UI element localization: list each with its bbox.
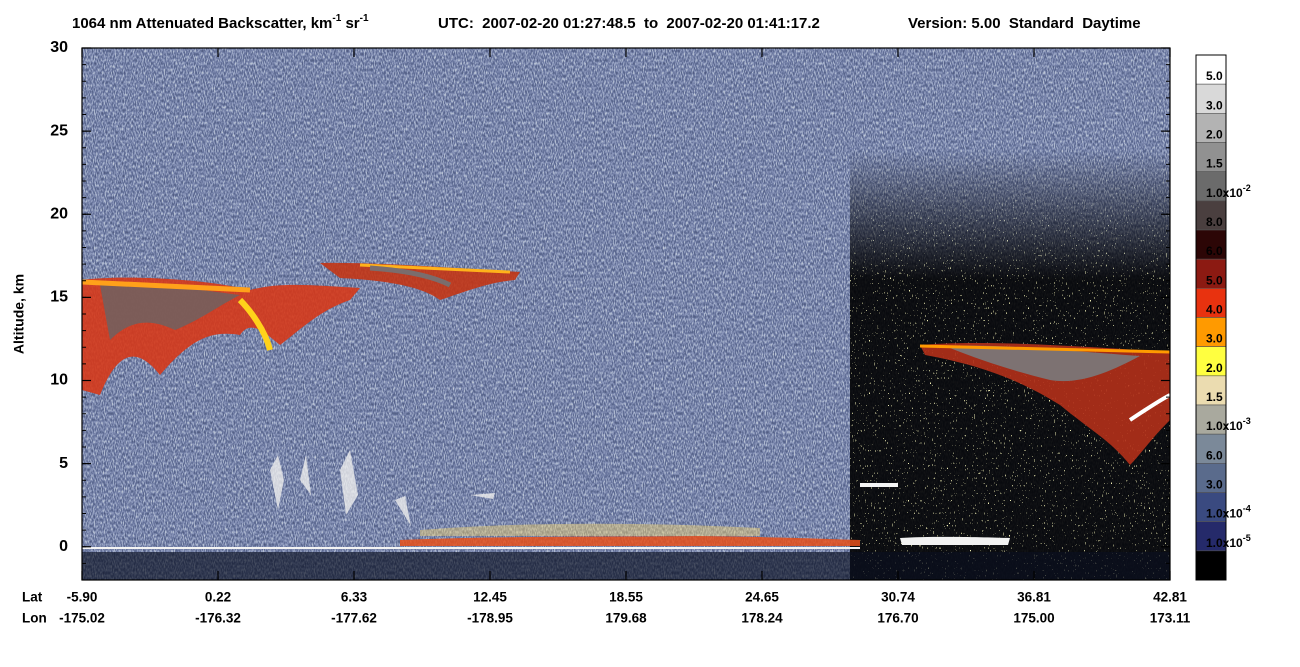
x-row-label: Lon [22, 611, 47, 626]
time-range: UTC: 2007-02-20 01:27:48.5 to 2007-02-20… [438, 15, 820, 32]
lon-label: 179.68 [605, 611, 647, 626]
colorbar-label: 1.5 [1206, 157, 1223, 171]
lat-label: 42.81 [1153, 590, 1187, 605]
colorbar-swatch [1195, 83, 1227, 114]
lon-label: 173.11 [1150, 611, 1191, 626]
lat-label: 18.55 [609, 590, 643, 605]
colorbar-label-text: 4.0 [1206, 303, 1223, 317]
colorbar-label-text: 2.0 [1206, 361, 1223, 375]
colorbar-swatch [1195, 229, 1227, 260]
colorbar-label-text: 1.0x10 [1206, 536, 1243, 550]
y-axis-label: Altitude, km [11, 274, 27, 354]
colorbar-label-text: 5.0 [1206, 69, 1223, 83]
colorbar-label-text: 6.0 [1206, 244, 1223, 258]
y-tick-label: 5 [59, 455, 68, 472]
colorbar-swatch [1195, 550, 1227, 581]
lat-label: 6.33 [341, 590, 368, 605]
colorbar-label-text: 8.0 [1206, 215, 1223, 229]
title-superscript: -1 [332, 13, 341, 24]
chart-title: 1064 nm Attenuated Backscatter, km-1 sr-… [72, 13, 369, 32]
lat-label: 12.45 [473, 590, 507, 605]
colorbar-label-text: 1.0x10 [1206, 507, 1243, 521]
title-text: sr [341, 15, 360, 32]
colorbar-label-exponent: -5 [1243, 533, 1251, 543]
colorbar-label-text: 6.0 [1206, 449, 1223, 463]
lon-label: -175.02 [59, 611, 105, 626]
colorbar-label-text: 3.0 [1206, 478, 1223, 492]
colorbar-swatch [1195, 171, 1227, 202]
title-text: 1064 nm Attenuated Backscatter, km [72, 15, 332, 32]
lat-label: 24.65 [745, 590, 779, 605]
y-tick-label: 15 [50, 289, 68, 306]
colorbar-label: 1.0x10-3 [1206, 417, 1251, 434]
colorbar-label-text: 1.5 [1206, 157, 1223, 171]
colorbar-swatch [1195, 142, 1227, 172]
colorbar-label: 5.0 [1206, 274, 1223, 288]
colorbar-swatch [1195, 463, 1227, 493]
colorbar-label: 1.5 [1206, 390, 1223, 404]
y-tick-label: 0 [59, 538, 68, 555]
title: 1064 nm Attenuated Backscatter, km-1 sr-… [72, 13, 1141, 32]
colorbar-label: 3.0 [1206, 99, 1223, 113]
lon-label: -178.95 [467, 611, 513, 626]
lat-label: 30.74 [881, 590, 915, 605]
colorbar-label: 2.0 [1206, 128, 1223, 142]
colorbar-swatch [1195, 200, 1227, 231]
colorbar-label: 5.0 [1206, 69, 1223, 83]
lon-label: 175.00 [1013, 611, 1054, 626]
lat-label: 36.81 [1017, 590, 1051, 605]
lat-label: -5.90 [67, 590, 98, 605]
colorbar-label-text: 3.0 [1206, 332, 1223, 346]
colorbar-label: 1.0x10-2 [1206, 183, 1251, 200]
lon-label: -177.62 [331, 611, 377, 626]
colorbar-label: 6.0 [1206, 244, 1223, 258]
colorbar-label-text: 1.0x10 [1206, 419, 1243, 433]
lon-label: 176.70 [877, 611, 918, 626]
y-tick-label: 20 [50, 205, 68, 222]
colorbar-label-exponent: -3 [1243, 417, 1251, 427]
colorbar-swatch [1195, 317, 1227, 347]
colorbar-label-text: 3.0 [1206, 99, 1223, 113]
y-tick-label: 25 [50, 122, 68, 139]
colorbar-label: 3.0 [1206, 332, 1223, 346]
lat-label: 0.22 [205, 590, 231, 605]
colorbar-label-exponent: -4 [1243, 504, 1251, 514]
colorbar-label: 1.0x10-4 [1206, 504, 1251, 521]
colorbar-label: 6.0 [1206, 449, 1223, 463]
colorbar-label: 2.0 [1206, 361, 1223, 375]
version: Version: 5.00 Standard Daytime [908, 15, 1141, 32]
colorbar-label-text: 1.0x10 [1206, 186, 1243, 200]
colorbar-label-text: 1.5 [1206, 390, 1223, 404]
colorbar-label: 3.0 [1206, 478, 1223, 492]
colorbar-label-exponent: -2 [1243, 183, 1251, 193]
lon-label: 178.24 [741, 611, 783, 626]
title-superscript: -1 [360, 13, 369, 24]
colorbar-label: 8.0 [1206, 215, 1223, 229]
colorbar-label-text: 5.0 [1206, 274, 1223, 288]
lon-label: -176.32 [195, 611, 241, 626]
colorbar-label: 4.0 [1206, 303, 1223, 317]
backscatter-image [82, 48, 1170, 580]
x-row-label: Lat [22, 590, 43, 605]
y-tick-label: 10 [50, 372, 68, 389]
colorbar-label: 1.0x10-5 [1206, 533, 1251, 550]
colorbar-label-text: 2.0 [1206, 128, 1223, 142]
y-tick-label: 30 [50, 39, 68, 56]
colorbar-frame [1195, 54, 1227, 581]
